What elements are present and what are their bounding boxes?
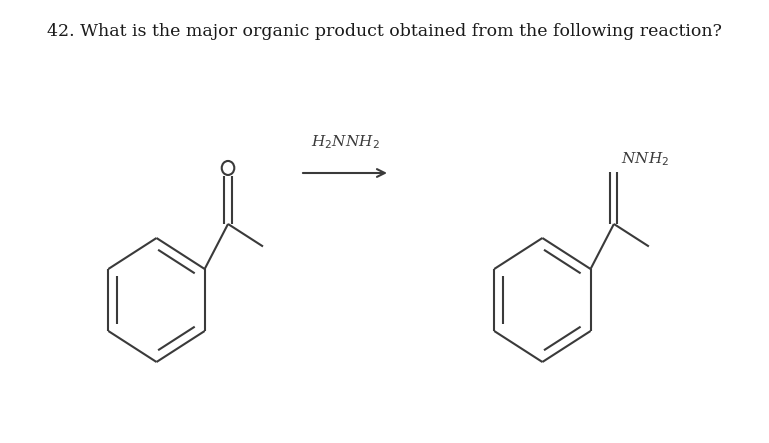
Text: 42. What is the major organic product obtained from the following reaction?: 42. What is the major organic product ob… <box>47 23 722 40</box>
Text: H$_2$NNH$_2$: H$_2$NNH$_2$ <box>311 133 379 151</box>
Text: NNH$_2$: NNH$_2$ <box>621 150 669 168</box>
Circle shape <box>221 161 235 175</box>
